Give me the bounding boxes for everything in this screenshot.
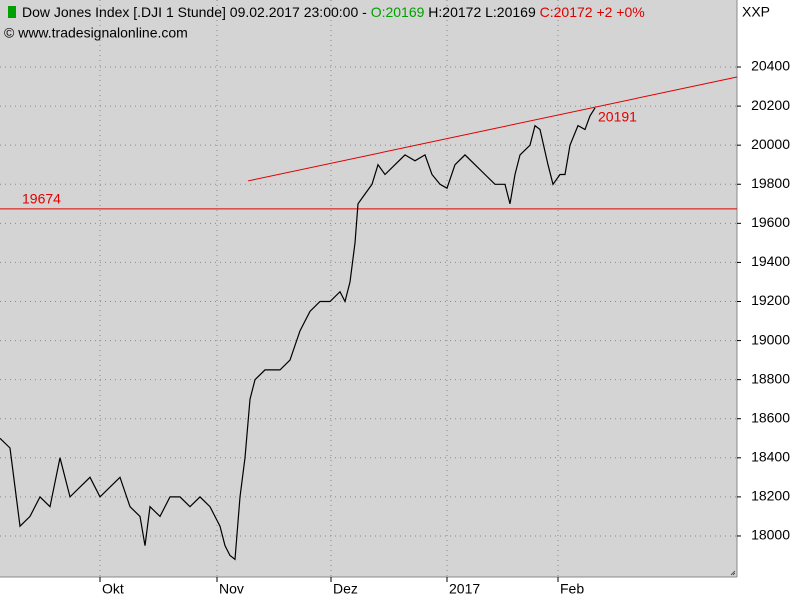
y-tick-label: 18800 <box>751 370 790 386</box>
y-tick-label: 19600 <box>751 214 790 230</box>
corner-label: XXP <box>742 4 770 20</box>
y-tick-label: 19400 <box>751 253 790 269</box>
y-tick-label: 18600 <box>751 409 790 425</box>
resize-icon <box>730 570 736 576</box>
source: © www.tradesignalonline.com <box>4 25 188 41</box>
y-tick-label: 18000 <box>751 527 790 543</box>
header: Dow Jones Index [.DJI 1 Stunde] 09.02.20… <box>22 4 645 20</box>
plot-content: 19674 20191 <box>0 0 738 577</box>
high-low-label: H:20172 L:20169 <box>428 4 536 20</box>
x-tick-label: Feb <box>560 581 584 597</box>
y-tick-label: 18400 <box>751 449 790 465</box>
plot-area <box>0 0 737 577</box>
y-tick-label: 20400 <box>751 58 790 74</box>
x-tick-label: Okt <box>102 581 124 597</box>
x-tick-label: Nov <box>219 581 244 597</box>
x-tick-label: 2017 <box>449 581 480 597</box>
x-tick-label: Dez <box>333 581 358 597</box>
level-label: 19674 <box>22 191 61 207</box>
y-tick-label: 19800 <box>751 175 790 191</box>
y-tick-label: 19200 <box>751 292 790 308</box>
last-value-label: 20191 <box>598 109 637 125</box>
trend-line <box>247 76 738 182</box>
title: Dow Jones Index [.DJI 1 Stunde] 09.02.20… <box>22 4 367 20</box>
y-tick-label: 18200 <box>751 488 790 504</box>
candle-icon <box>8 6 16 18</box>
y-tick-label: 20200 <box>751 97 790 113</box>
y-tick-label: 19000 <box>751 331 790 347</box>
open-label: O:20169 <box>371 4 425 20</box>
close-label: C:20172 +2 +0% <box>540 4 645 20</box>
y-tick-label: 20000 <box>751 136 790 152</box>
price-line <box>0 107 596 561</box>
